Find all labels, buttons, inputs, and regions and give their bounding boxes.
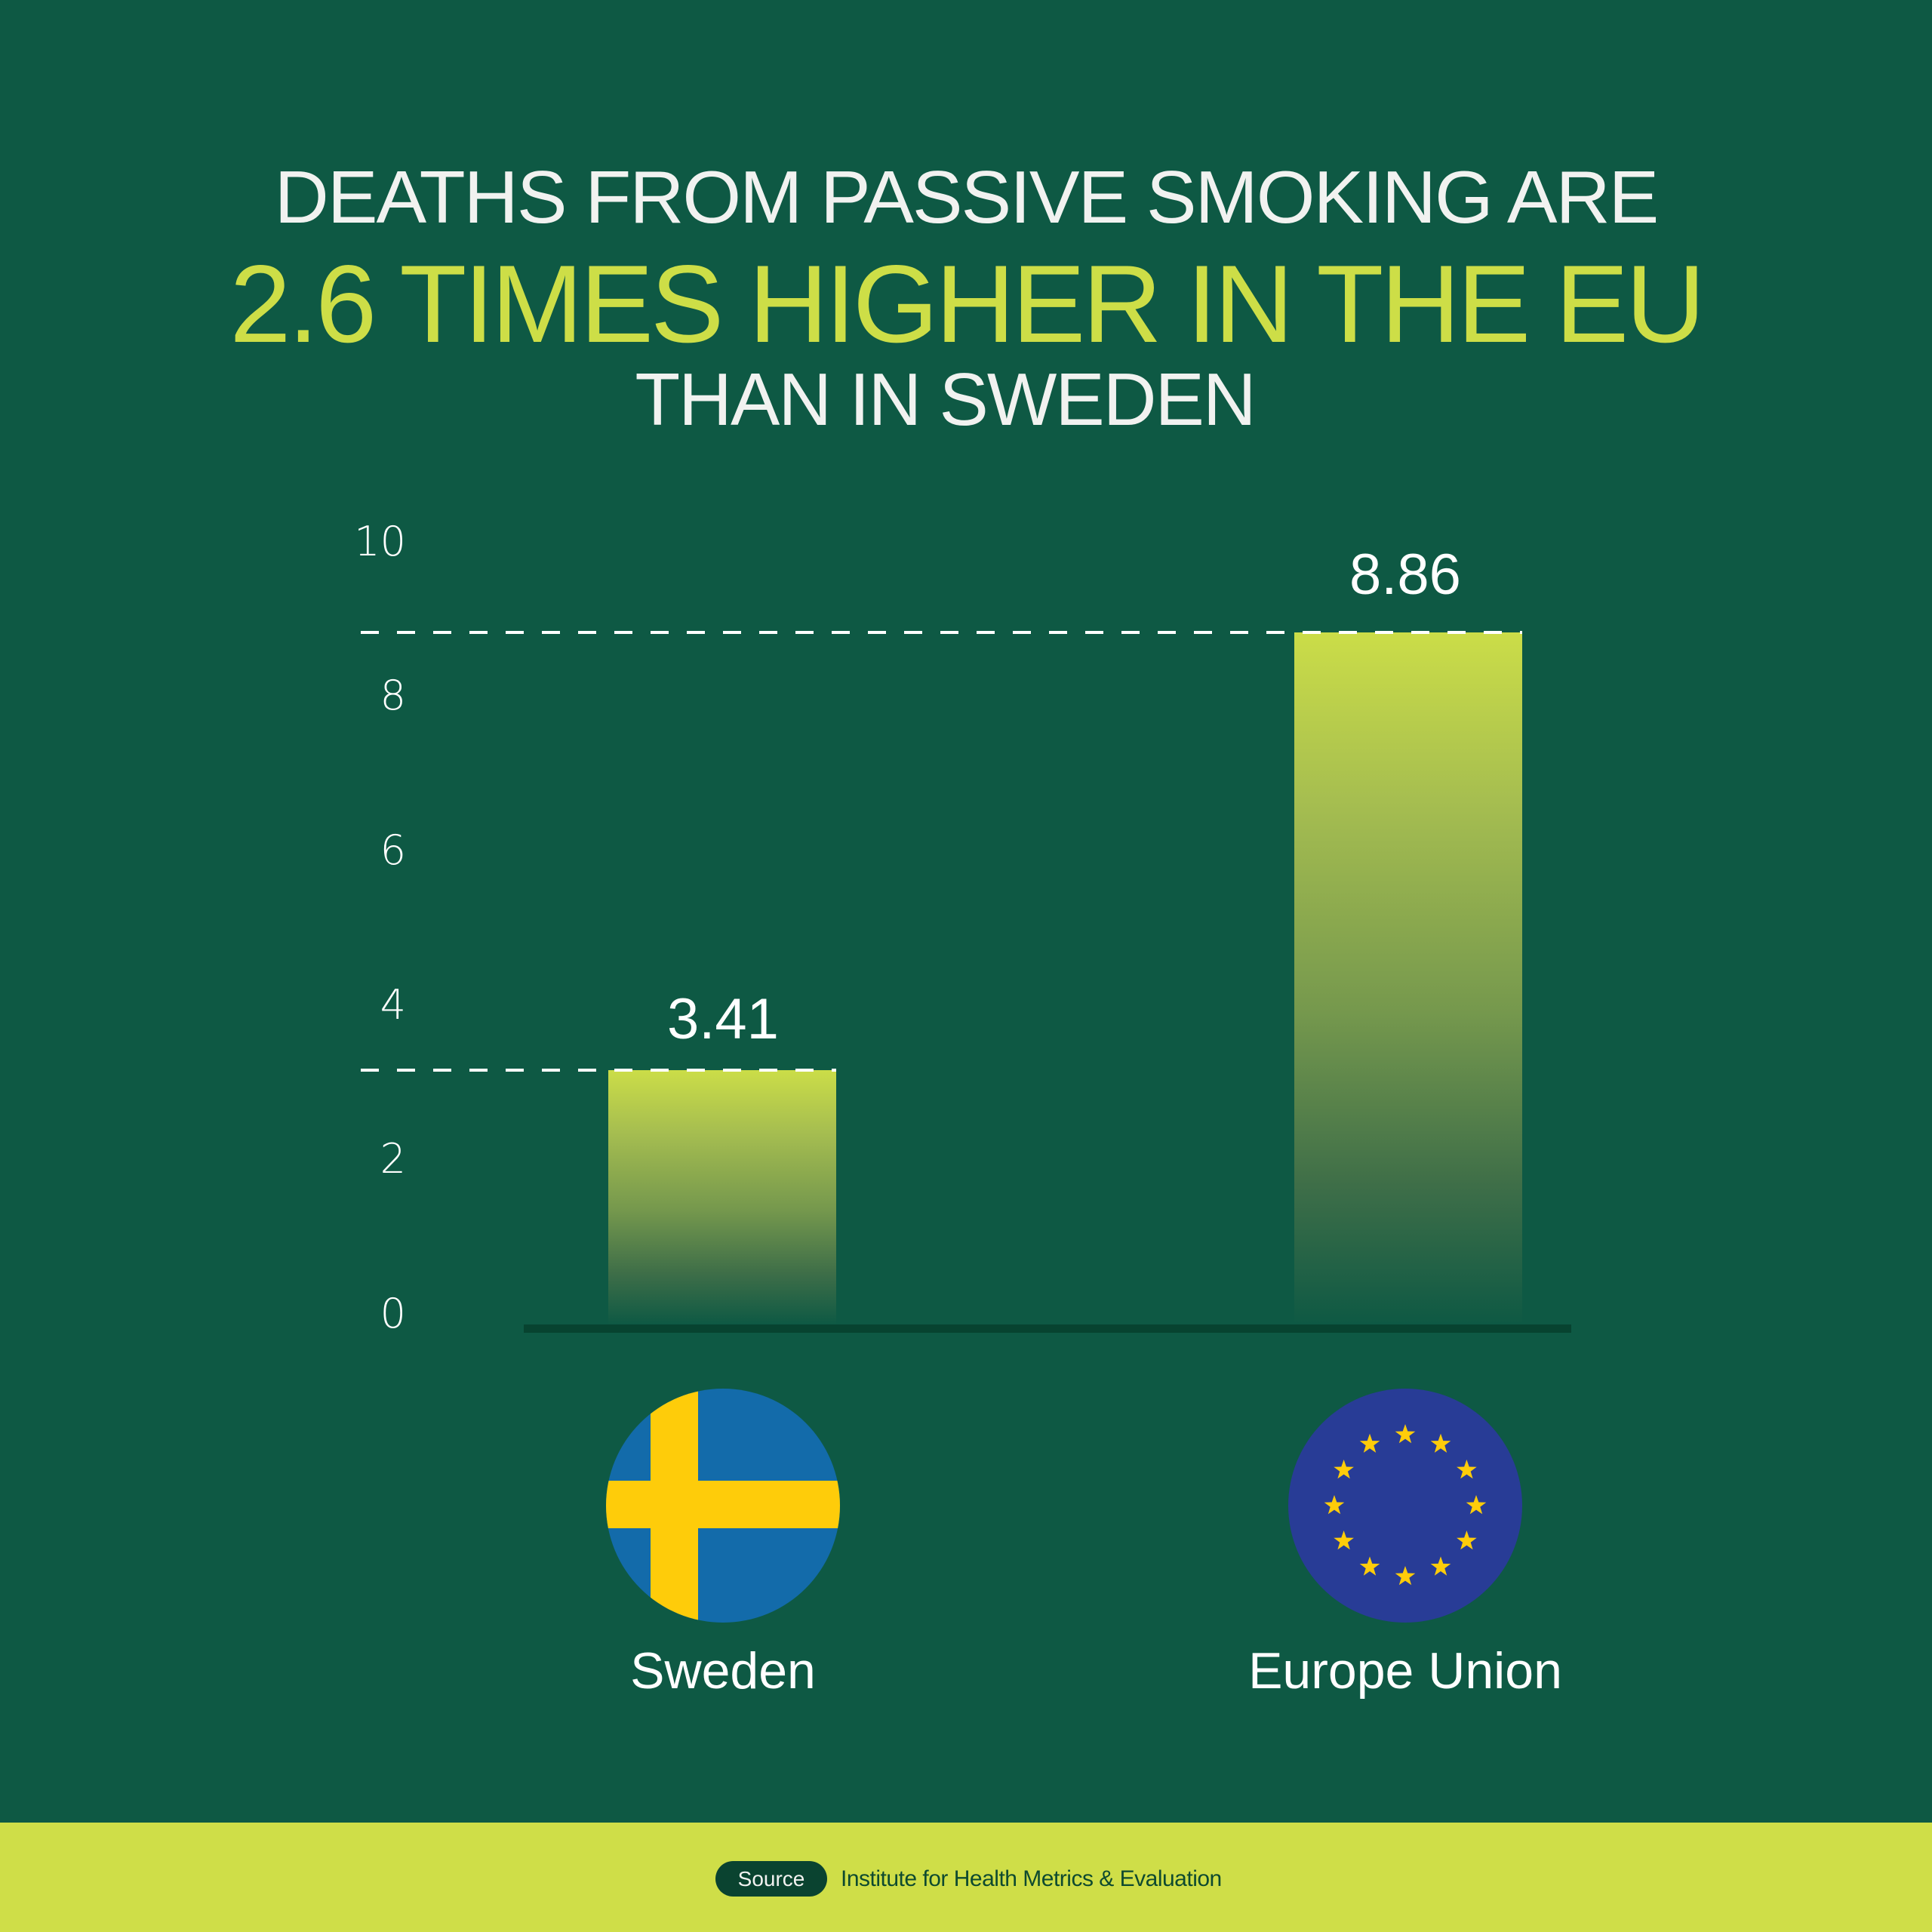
- x-axis-line: [524, 1324, 1571, 1333]
- category-label-sweden: Sweden: [630, 1642, 816, 1700]
- bar-sweden: [608, 1070, 836, 1324]
- y-tick-0: 0: [380, 1290, 406, 1337]
- title-line-1: DEATHS FROM PASSIVE SMOKING ARE: [274, 155, 1660, 238]
- source-text: Institute for Health Metrics & Evaluatio…: [841, 1866, 1222, 1891]
- title-highlight: 2.6 TIMES HIGHER IN THE EU: [229, 242, 1705, 365]
- y-tick-6: 6: [380, 826, 406, 874]
- source-badge: Source: [715, 1861, 827, 1897]
- bar-eu: [1294, 632, 1522, 1324]
- footer-bar: [0, 1823, 1932, 1932]
- sweden-flag-icon: [606, 1389, 840, 1623]
- reference-line-sweden: [361, 1069, 836, 1072]
- y-tick-2: 2: [380, 1135, 406, 1183]
- category-label-eu: Europe Union: [1248, 1642, 1562, 1700]
- y-tick-10: 10: [354, 518, 406, 565]
- value-label-sweden: 3.41: [667, 987, 779, 1051]
- eu-flag-icon: [1288, 1389, 1522, 1623]
- y-tick-8: 8: [380, 672, 406, 719]
- y-tick-4: 4: [380, 981, 406, 1029]
- title-line-3: THAN IN SWEDEN: [635, 358, 1256, 441]
- value-label-eu: 8.86: [1349, 543, 1461, 607]
- reference-line-eu: [361, 631, 1522, 634]
